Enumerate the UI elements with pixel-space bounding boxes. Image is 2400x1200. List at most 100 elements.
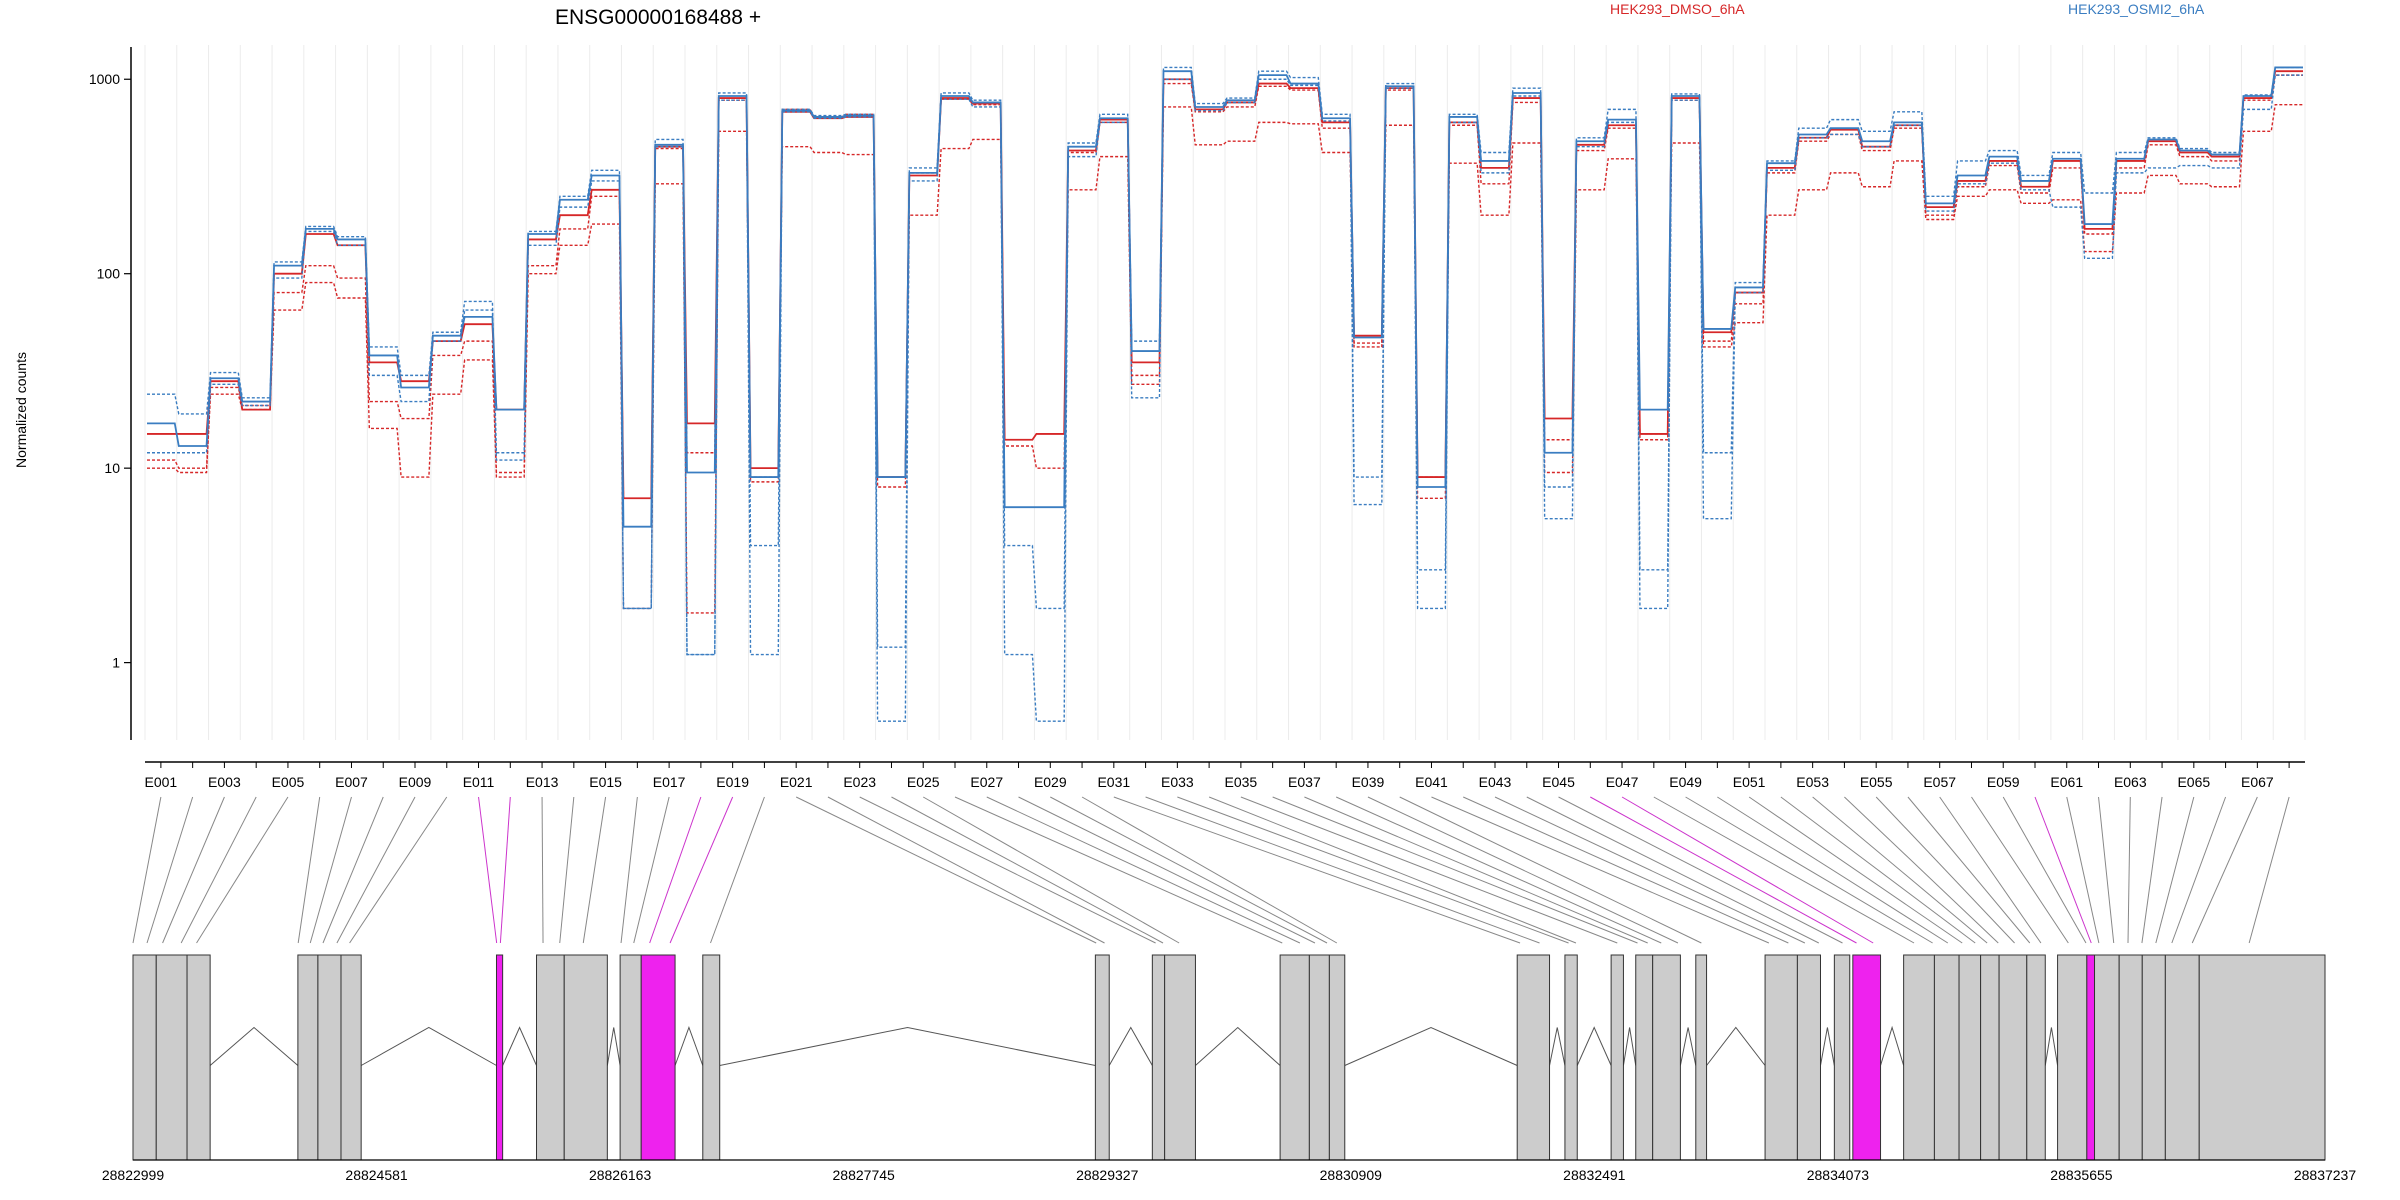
- coord-tick-label: 28822999: [102, 1167, 165, 1183]
- connector-line: [322, 796, 384, 944]
- connector-line: [1177, 796, 1569, 944]
- exon-block: [2026, 954, 2046, 1161]
- exon-label: E007: [335, 774, 368, 790]
- connector-line: [1717, 796, 1949, 944]
- exon-label: E063: [2114, 774, 2147, 790]
- connector-line: [1431, 796, 1770, 944]
- connector-line: [1971, 796, 2069, 944]
- connector-line: [1590, 796, 1857, 944]
- connector-line: [349, 796, 448, 944]
- connector-line: [795, 796, 1097, 944]
- exon-label: E047: [1606, 774, 1639, 790]
- connector-line: [1526, 796, 1820, 944]
- connector-line: [827, 796, 1105, 944]
- connector-line: [1304, 796, 1648, 944]
- exon-label: E021: [780, 774, 813, 790]
- exon-label: E001: [145, 774, 178, 790]
- connector-line: [297, 796, 321, 944]
- connector-line: [1875, 796, 2015, 944]
- legend-osmi2: HEK293_OSMI2_6hA: [2068, 1, 2205, 17]
- intron-line: [502, 1026, 537, 1066]
- connector-line: [1145, 796, 1540, 944]
- y-axis: 1 10 100 1000: [89, 47, 132, 740]
- connector-line: [891, 796, 1164, 944]
- connector-line: [478, 796, 498, 944]
- exon-label: E057: [1923, 774, 1956, 790]
- connector-line: [620, 796, 638, 944]
- connector-line: [2191, 796, 2258, 944]
- exon-block-highlighted: [1852, 954, 1882, 1161]
- exon-block: [1279, 954, 1310, 1161]
- connector-line: [1399, 796, 1702, 944]
- gene-model: [132, 954, 2326, 1161]
- exon-label: E013: [526, 774, 559, 790]
- exon-block: [563, 954, 608, 1161]
- connector-line: [1939, 796, 2042, 944]
- connector-line: [986, 796, 1301, 944]
- connector-line: [649, 796, 702, 944]
- intron-line: [2044, 1027, 2059, 1066]
- connector-line: [1844, 796, 1999, 944]
- series-line-3: [147, 103, 2303, 614]
- exon-block: [2057, 954, 2088, 1161]
- genomic-coordinate-axis: 28822999 28824581 28826163 28827745 28829327…: [102, 1159, 2356, 1183]
- exon-label: E005: [272, 774, 305, 790]
- exon-label: E059: [1987, 774, 2020, 790]
- exon-connectors: [132, 796, 2290, 944]
- intron-line: [1108, 1026, 1153, 1066]
- connector-line: [1780, 796, 1976, 944]
- exon-block: [1695, 954, 1708, 1161]
- connector-line: [1208, 796, 1577, 944]
- exon-block: [2141, 954, 2166, 1161]
- exon-label: E067: [2241, 774, 2274, 790]
- connector-line: [1907, 796, 2031, 944]
- connector-line: [146, 796, 194, 944]
- connector-line: [1812, 796, 1988, 944]
- connector-line: [196, 796, 289, 944]
- exon-block: [536, 954, 565, 1161]
- chart-title: ENSG00000168488 +: [555, 6, 761, 29]
- y-tick-label: 1: [112, 655, 120, 671]
- intron-line: [1679, 1027, 1697, 1066]
- exon-block: [1998, 954, 2028, 1161]
- exon-block: [1796, 954, 1821, 1161]
- connector-line: [1335, 796, 1662, 944]
- connector-line: [2066, 796, 2100, 944]
- connector-line: [309, 796, 352, 944]
- coord-tick-label: 28830909: [1320, 1167, 1383, 1183]
- exon-block: [1903, 954, 1935, 1161]
- connector-line: [1494, 796, 1806, 944]
- connector-line: [1621, 796, 1874, 944]
- coord-tick-label: 28826163: [589, 1167, 652, 1183]
- connector-line: [1240, 796, 1618, 944]
- connector-line: [710, 796, 765, 944]
- connector-line: [922, 796, 1180, 944]
- connector-line: [669, 796, 734, 944]
- connector-line: [1558, 796, 1843, 944]
- connector-line: [1367, 796, 1679, 944]
- exon-block: [1635, 954, 1654, 1161]
- connector-line: [162, 796, 225, 944]
- exon-label: E027: [970, 774, 1003, 790]
- intron-line: [719, 1026, 1096, 1066]
- intron-line: [1622, 1027, 1637, 1066]
- y-tick-label: 1000: [89, 71, 120, 87]
- coord-tick-label: 28829327: [1076, 1167, 1139, 1183]
- connector-line: [499, 796, 511, 944]
- series-line-6: [147, 74, 2303, 722]
- coord-tick-label: 28832491: [1563, 1167, 1626, 1183]
- x-gridlines: [144, 45, 2306, 740]
- connector-line: [954, 796, 1283, 944]
- exon-label: E041: [1415, 774, 1448, 790]
- exon-label: E033: [1161, 774, 1194, 790]
- exon-label: E015: [589, 774, 622, 790]
- exon-block: [317, 954, 342, 1161]
- exon-block-highlighted: [2086, 954, 2096, 1161]
- y-tick-label: 10: [104, 460, 120, 476]
- intron-line: [1820, 1027, 1835, 1066]
- exon-label: E011: [463, 774, 495, 790]
- exon-label: E055: [1860, 774, 1893, 790]
- exon-block: [1980, 954, 2000, 1161]
- series-lines: [147, 66, 2303, 722]
